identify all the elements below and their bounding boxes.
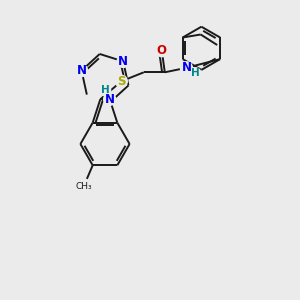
Text: O: O <box>157 44 167 57</box>
Text: N: N <box>76 64 86 77</box>
Circle shape <box>117 56 129 68</box>
Circle shape <box>76 64 88 76</box>
Text: CH₃: CH₃ <box>75 182 92 191</box>
Circle shape <box>104 93 116 105</box>
Circle shape <box>180 62 192 74</box>
Text: N: N <box>105 93 115 106</box>
Text: S: S <box>117 75 126 88</box>
Circle shape <box>115 75 127 87</box>
Circle shape <box>76 179 91 194</box>
Text: N: N <box>182 61 191 74</box>
Circle shape <box>100 85 111 96</box>
Text: H: H <box>191 68 200 78</box>
Text: H: H <box>101 85 110 95</box>
Circle shape <box>190 68 201 79</box>
Circle shape <box>156 45 168 57</box>
Text: N: N <box>118 55 128 68</box>
